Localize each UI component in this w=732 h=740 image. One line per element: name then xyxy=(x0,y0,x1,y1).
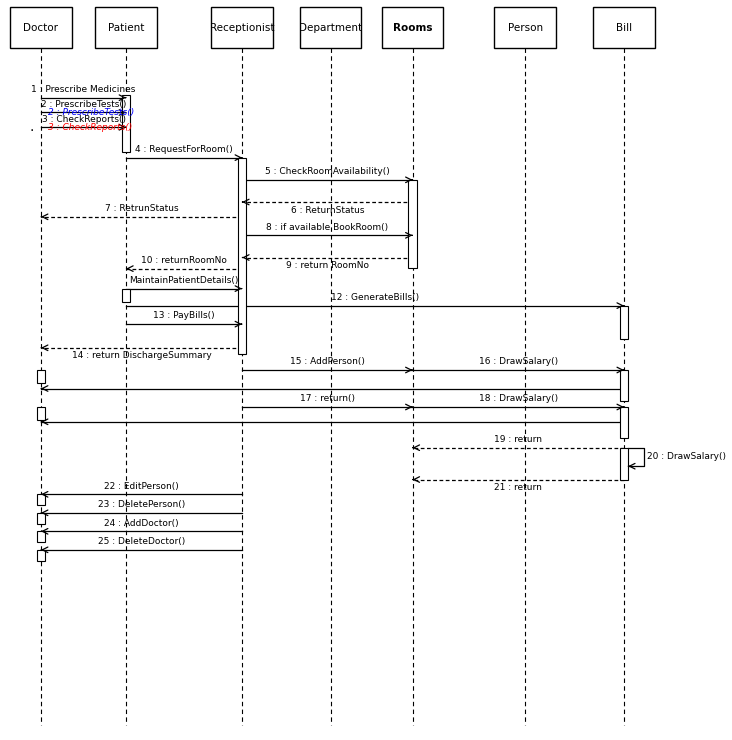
Text: 3 : CheckReports(): 3 : CheckReports() xyxy=(48,123,132,132)
Text: 2 : PrescribeTests(): 2 : PrescribeTests() xyxy=(48,108,134,117)
Text: 23 : DeletePerson(): 23 : DeletePerson() xyxy=(98,500,185,509)
Text: 14 : return DischargeSummary: 14 : return DischargeSummary xyxy=(72,352,212,360)
Text: 6 : ReturnStatus: 6 : ReturnStatus xyxy=(291,206,364,215)
Bar xyxy=(37,513,45,524)
Bar xyxy=(37,407,45,420)
Text: 2 : PrescribeTests(): 2 : PrescribeTests() xyxy=(41,100,126,109)
Text: 10 : returnRoomNo: 10 : returnRoomNo xyxy=(141,256,227,265)
Text: 25 : DeleteDoctor(): 25 : DeleteDoctor() xyxy=(98,537,185,546)
Text: Patient: Patient xyxy=(108,23,144,33)
Text: 21 : return: 21 : return xyxy=(494,483,542,492)
Text: 12 : GenerateBills(): 12 : GenerateBills() xyxy=(331,293,419,302)
Bar xyxy=(122,95,130,152)
Bar xyxy=(37,531,45,542)
Bar xyxy=(382,7,444,48)
Text: .: . xyxy=(30,121,34,134)
Text: 20 : DrawSalary(): 20 : DrawSalary() xyxy=(647,452,726,462)
Bar xyxy=(593,7,654,48)
Text: 3 : CheckReports(): 3 : CheckReports() xyxy=(42,115,125,124)
Text: Doctor: Doctor xyxy=(23,23,59,33)
Bar xyxy=(408,180,417,268)
Bar xyxy=(620,448,628,480)
Bar xyxy=(37,370,45,383)
Bar xyxy=(620,370,628,401)
Text: 18 : DrawSalary(): 18 : DrawSalary() xyxy=(479,394,558,403)
Text: 19 : return: 19 : return xyxy=(494,435,542,444)
Bar xyxy=(10,7,72,48)
Bar xyxy=(238,158,246,354)
Text: Department: Department xyxy=(299,23,362,33)
Text: MaintainPatientDetails(): MaintainPatientDetails() xyxy=(130,276,239,285)
Text: 22 : EditPerson(): 22 : EditPerson() xyxy=(104,482,179,491)
Text: 16 : DrawSalary(): 16 : DrawSalary() xyxy=(479,357,558,366)
Text: Bill: Bill xyxy=(616,23,632,33)
Bar xyxy=(37,550,45,561)
Text: 8 : if available BookRoom(): 8 : if available BookRoom() xyxy=(266,223,389,232)
Bar xyxy=(494,7,556,48)
Text: Rooms: Rooms xyxy=(393,23,433,33)
Bar xyxy=(300,7,362,48)
Bar xyxy=(212,7,273,48)
Bar xyxy=(37,494,45,505)
Text: 13 : PayBills(): 13 : PayBills() xyxy=(153,312,215,320)
Text: 24 : AddDoctor(): 24 : AddDoctor() xyxy=(104,519,179,528)
Text: 7 : RetrunStatus: 7 : RetrunStatus xyxy=(105,204,179,213)
Text: 5 : CheckRoomAvailability(): 5 : CheckRoomAvailability() xyxy=(265,167,389,176)
Bar xyxy=(620,407,628,438)
Text: 17 : return(): 17 : return() xyxy=(300,394,355,403)
Bar xyxy=(95,7,157,48)
Text: 4 : RequestForRoom(): 4 : RequestForRoom() xyxy=(135,145,233,154)
Text: Person: Person xyxy=(507,23,542,33)
Text: 1 : Prescribe Medicines: 1 : Prescribe Medicines xyxy=(31,85,135,94)
Bar xyxy=(620,306,628,339)
Text: Receptionist: Receptionist xyxy=(210,23,274,33)
Bar xyxy=(122,289,130,302)
Text: 15 : AddPerson(): 15 : AddPerson() xyxy=(290,357,365,366)
Text: 9 : return RoomNo: 9 : return RoomNo xyxy=(285,261,369,270)
